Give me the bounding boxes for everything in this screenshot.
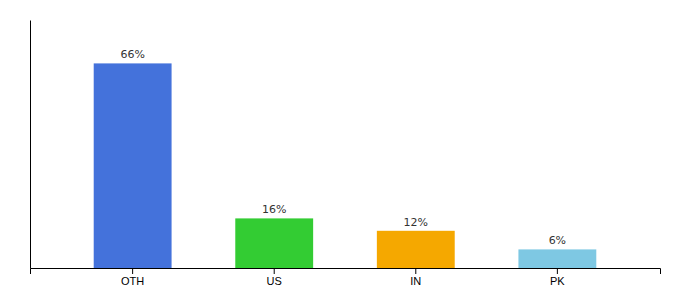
x-tick: IN (410, 268, 421, 287)
data-label: 6% (549, 234, 566, 247)
bar (518, 249, 596, 268)
bar (235, 218, 313, 268)
x-tick-label: US (267, 275, 282, 287)
chart: 66% 16% 12% 6% OTH US IN PK (0, 0, 680, 300)
data-label: 12% (404, 216, 428, 229)
x-tick: OTH (121, 268, 144, 287)
data-label: 16% (262, 203, 286, 216)
x-tick-mark (415, 268, 416, 274)
x-tick-label: OTH (121, 275, 144, 287)
bars (94, 63, 597, 268)
y-axis-line (30, 21, 31, 269)
bar (94, 63, 172, 268)
y-axis (30, 21, 31, 269)
x-tick-mark (132, 268, 133, 274)
x-tick-label: IN (410, 275, 421, 287)
x-tick-label: PK (550, 275, 565, 287)
data-label: 66% (120, 48, 144, 61)
plot-area: 66% 16% 12% 6% OTH US IN PK (31, 21, 661, 287)
x-axis-line (31, 269, 661, 275)
x-tick-mark (274, 268, 275, 274)
bar (377, 231, 455, 268)
data-labels: 66% 16% 12% 6% (120, 48, 566, 247)
x-tick-mark (557, 268, 558, 274)
x-tick: US (267, 268, 282, 287)
x-axis: OTH US IN PK (31, 268, 661, 287)
x-tick: PK (550, 268, 565, 287)
